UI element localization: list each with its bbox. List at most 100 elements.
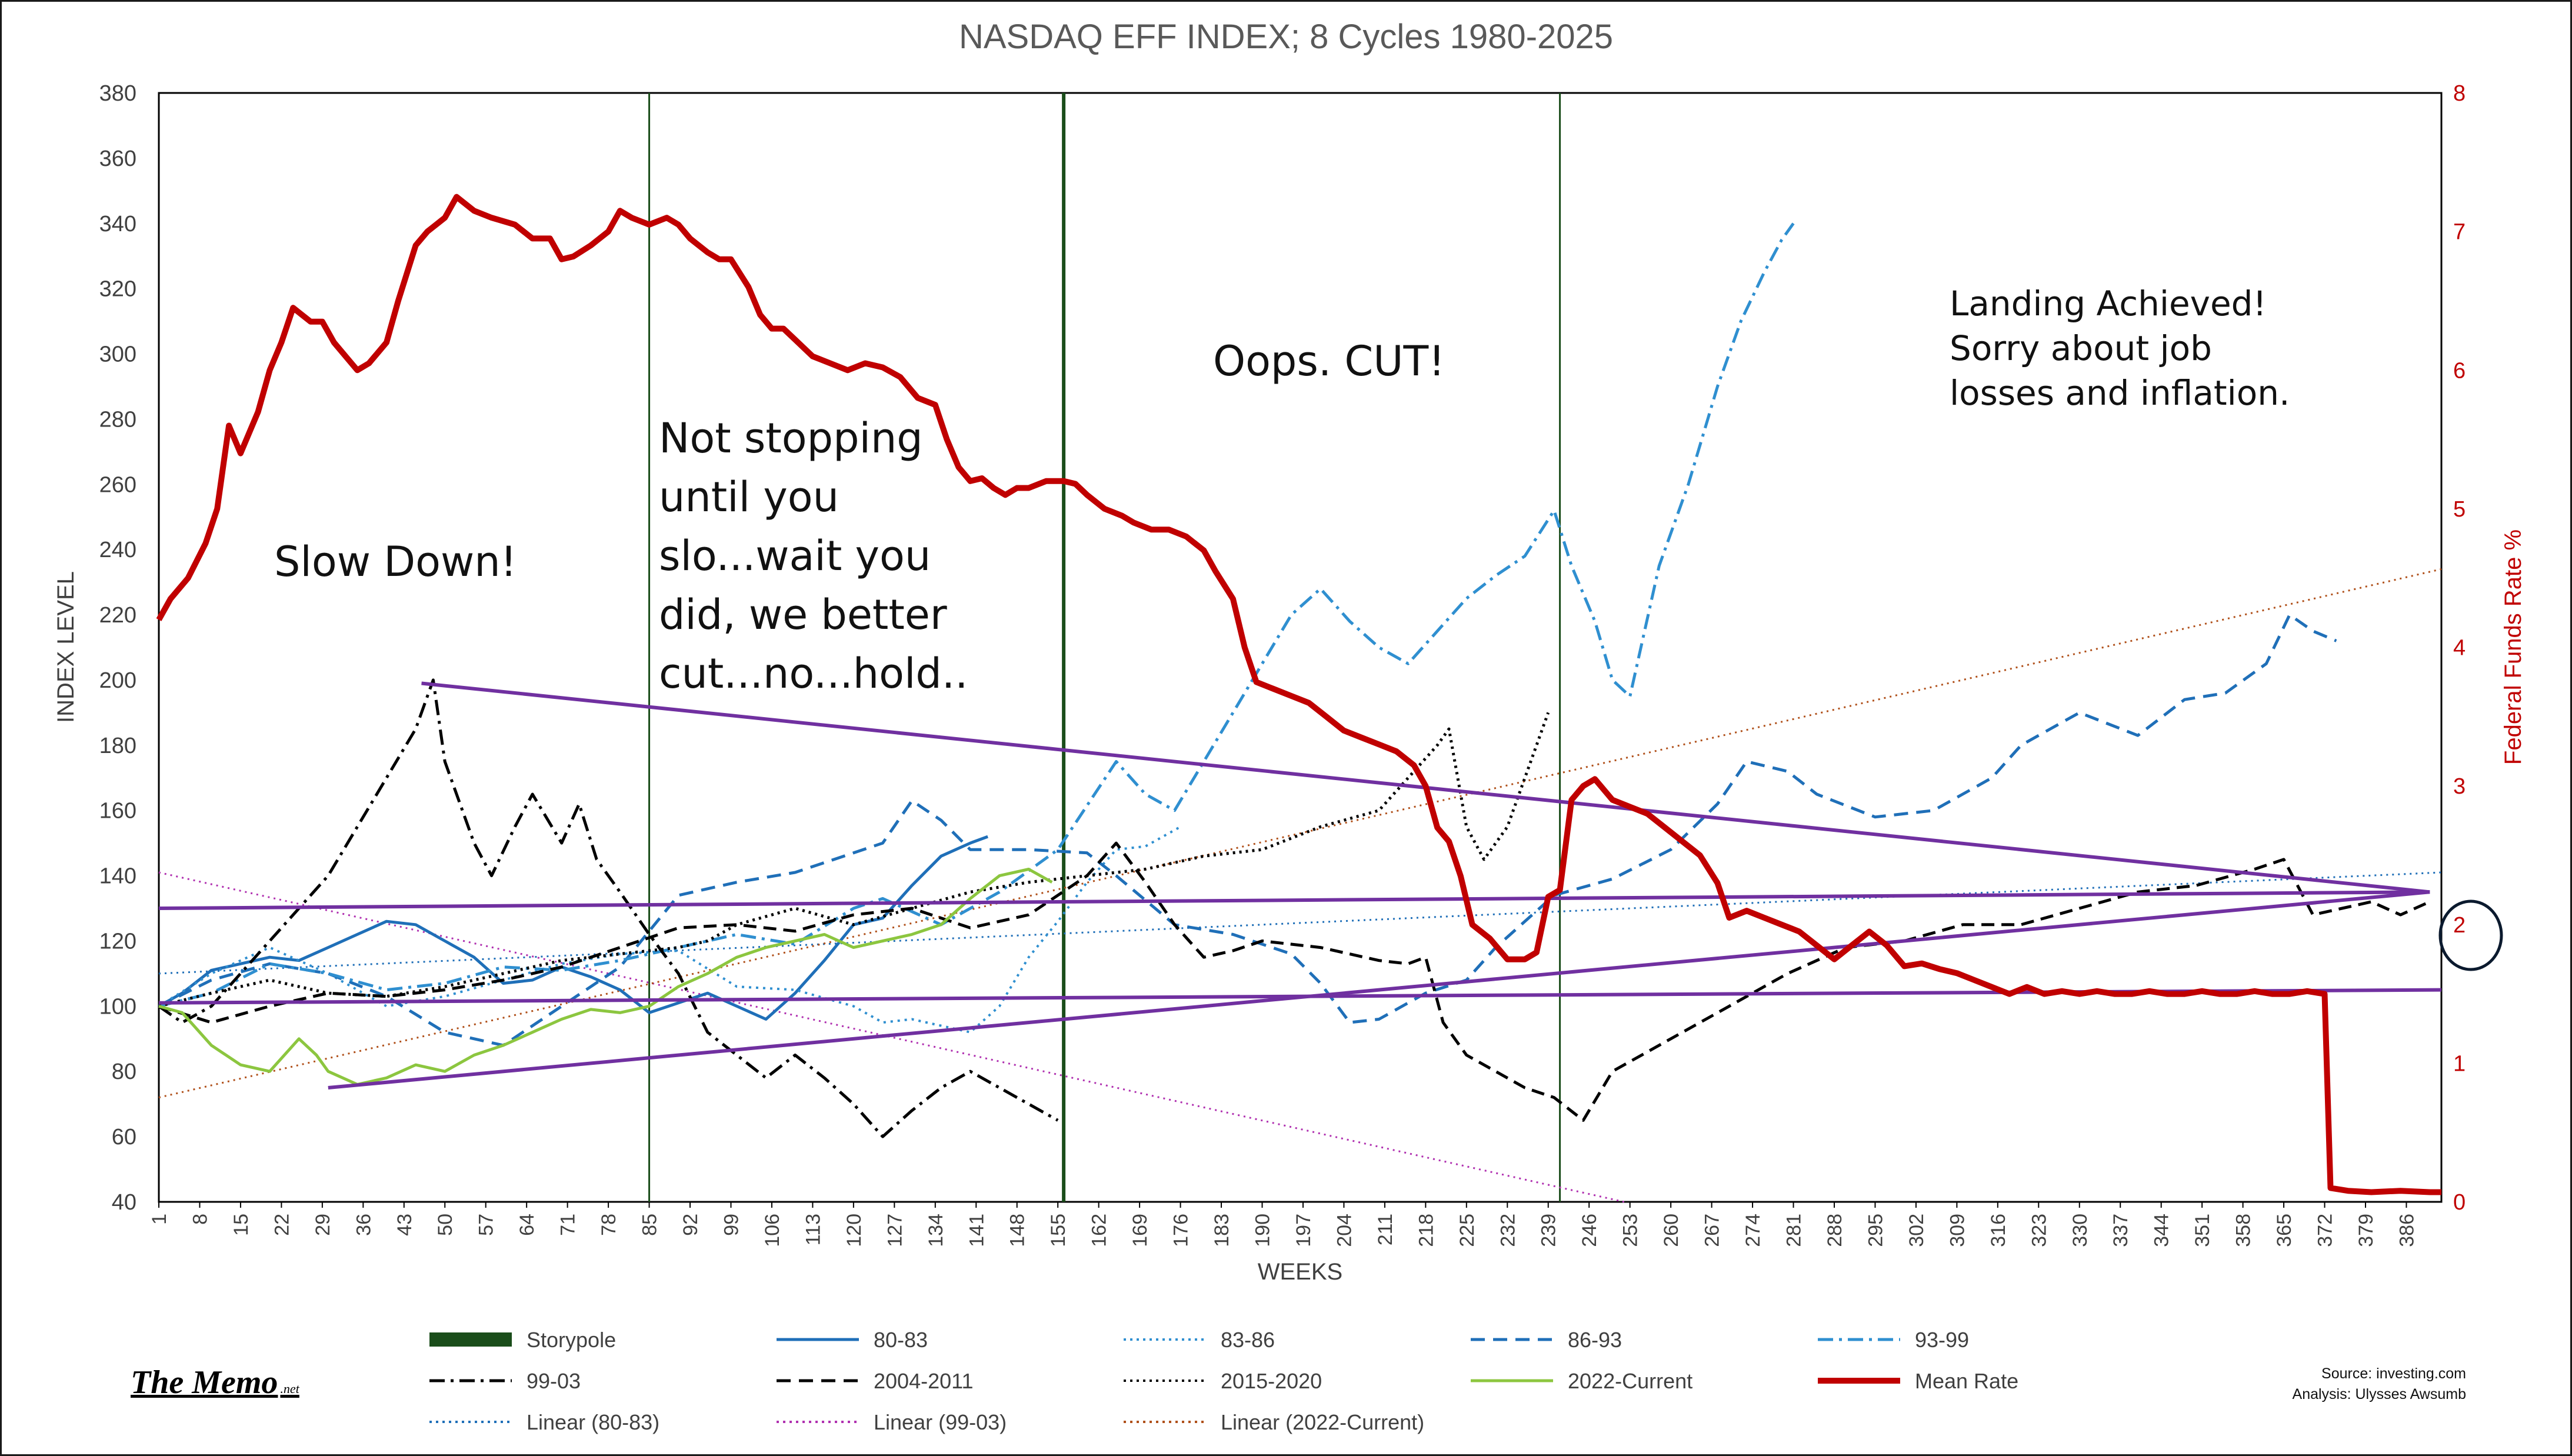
x-tick-label: 176: [1170, 1214, 1192, 1247]
x-tick-label: 8: [189, 1214, 211, 1225]
triangle-line: [328, 890, 2430, 1089]
trendline: [158, 871, 2442, 975]
y2-tick-label: 7: [2453, 220, 2466, 245]
x-tick-label: 64: [516, 1214, 538, 1236]
x-tick-label: 155: [1047, 1214, 1070, 1247]
x-tick-label: 169: [1129, 1214, 1151, 1247]
x-tick-label: 113: [802, 1214, 824, 1245]
plot-area: [158, 92, 2443, 1203]
x-tick-label: 253: [1620, 1214, 1642, 1247]
series-line: [158, 712, 1550, 1008]
annotation-landing-achieved: Landing Achieved! Sorry about job losses…: [1950, 284, 2290, 413]
legend-label: 80-83: [874, 1328, 928, 1352]
x-tick-label: 358: [2233, 1214, 2255, 1247]
y-tick-label: 340: [99, 212, 136, 236]
x-tick-label: 127: [884, 1214, 906, 1247]
x-tick-label: 22: [271, 1214, 293, 1236]
x-tick-label: 36: [352, 1214, 375, 1236]
x-tick-label: 386: [2396, 1214, 2418, 1247]
series-line: [158, 841, 2431, 1122]
triangle-line: [158, 890, 2430, 910]
y-tick-label: 200: [99, 668, 136, 693]
x-tick-label: 141: [965, 1214, 988, 1247]
y2-tick-label: 0: [2453, 1190, 2466, 1215]
y-tick-label: 180: [99, 734, 136, 758]
legend-label: 83-86: [1221, 1328, 1275, 1352]
y2-tick-label: 2: [2453, 913, 2466, 938]
x-tick-label: 295: [1864, 1214, 1887, 1247]
x-tick-label: 15: [230, 1214, 252, 1236]
y-tick-label: 100: [99, 994, 136, 1019]
the-memo-logo: The Memo .net: [131, 1364, 299, 1401]
logo-suffix: .net: [280, 1381, 299, 1396]
x-tick-label: 148: [1007, 1214, 1029, 1247]
x-tick-label: 246: [1578, 1214, 1601, 1247]
y-tick-label: 80: [112, 1059, 136, 1084]
chart-title: NASDAQ EFF INDEX; 8 Cycles 1980-2025: [959, 18, 1613, 56]
y-tick-label: 300: [99, 342, 136, 367]
y-tick-label: 220: [99, 603, 136, 628]
x-tick-label: 190: [1251, 1214, 1274, 1247]
legend-label: 99-03: [527, 1369, 581, 1393]
x-tick-label: 99: [720, 1214, 742, 1236]
series-line: [158, 825, 1181, 1034]
x-tick-label: 288: [1824, 1214, 1846, 1247]
series-line: [158, 613, 2337, 1047]
legend-label: 93-99: [1915, 1328, 1969, 1352]
legend-label: 2004-2011: [874, 1369, 974, 1393]
x-tick-label: 267: [1701, 1214, 1724, 1247]
x-tick-label: 162: [1088, 1214, 1111, 1247]
x-tick-label: 337: [2110, 1214, 2132, 1247]
x-tick-label: 232: [1497, 1214, 1519, 1247]
x-tick-label: 302: [1905, 1214, 1928, 1247]
y-tick-label: 240: [99, 538, 136, 562]
x-tick-label: 211: [1374, 1214, 1397, 1245]
x-tick-label: 330: [2069, 1214, 2091, 1247]
annotation-slow-down: Slow Down!: [274, 538, 517, 586]
trendline: [158, 871, 1625, 1203]
x-tick-label: 309: [1946, 1214, 1968, 1247]
x-tick-label: 260: [1660, 1214, 1683, 1247]
y-tick-label: 380: [99, 81, 136, 106]
y2-tick-label: 6: [2453, 358, 2466, 383]
y-tick-label: 320: [99, 277, 136, 302]
series-line: [158, 868, 1053, 1086]
legend-label: 2015-2020: [1221, 1369, 1322, 1393]
x-tick-label: 225: [1456, 1214, 1478, 1247]
x-tick-label: 372: [2314, 1214, 2337, 1247]
x-tick-label: 134: [925, 1214, 947, 1247]
y-tick-label: 120: [99, 929, 136, 954]
x-tick-label: 365: [2273, 1214, 2296, 1247]
annotation-oops-cut: Oops. CUT!: [1213, 337, 1445, 385]
legend-label: Mean Rate: [1915, 1369, 2018, 1393]
legend-swatch: [429, 1332, 512, 1347]
x-tick-label: 1: [148, 1214, 171, 1225]
y-tick-label: 140: [99, 864, 136, 889]
mean-rate-line: [156, 194, 2441, 1195]
x-tick-label: 106: [761, 1214, 784, 1247]
x-axis-label: WEEKS: [1258, 1259, 1342, 1285]
y2-tick-label: 4: [2453, 636, 2466, 661]
analysis-line: Analysis: Ulysses Awsumb: [2292, 1386, 2466, 1402]
series-line: [158, 835, 988, 1021]
x-tick-label: 71: [557, 1214, 579, 1236]
y-tick-label: 280: [99, 407, 136, 432]
legend-label: 86-93: [1568, 1328, 1622, 1352]
legend-label: 2022-Current: [1568, 1369, 1693, 1393]
legend-label: Linear (80-83): [527, 1410, 659, 1434]
x-tick-label: 92: [679, 1214, 702, 1236]
y-axis-label: INDEX LEVEL: [53, 571, 79, 723]
x-tick-label: 183: [1211, 1214, 1233, 1247]
x-tick-label: 43: [394, 1214, 416, 1236]
y-tick-label: 40: [112, 1190, 136, 1215]
series-line: [158, 222, 1795, 1008]
trendline: [158, 568, 2442, 1099]
source-line: Source: investing.com: [2321, 1365, 2466, 1382]
annotation-not-stopping: Not stopping until you slo...wait you di…: [659, 414, 968, 698]
x-tick-label: 57: [475, 1214, 498, 1236]
y-tick-label: 360: [99, 146, 136, 171]
legend-label: Linear (99-03): [874, 1410, 1007, 1434]
legend-label: Storypole: [527, 1328, 616, 1352]
